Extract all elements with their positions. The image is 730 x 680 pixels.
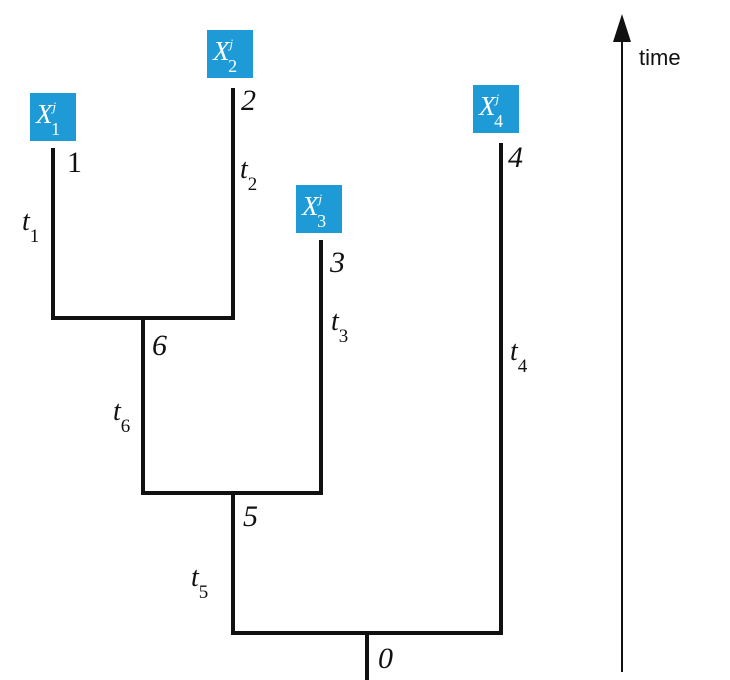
node-label-4: 4	[508, 141, 523, 174]
leaf-var: X	[212, 36, 231, 66]
leaf-subscript: 1	[51, 119, 60, 139]
branch-label-t1: t1	[22, 206, 39, 247]
node-label-0: 0	[378, 642, 393, 675]
leaf-box-1: Xj 1	[30, 93, 76, 141]
leaf-superscript: j	[228, 36, 234, 51]
leaf-subscript: 3	[317, 211, 326, 231]
node-label-1: 1	[67, 146, 82, 179]
time-axis: time	[613, 14, 681, 672]
leaf-superscript: j	[317, 191, 323, 206]
node-label-3: 3	[329, 246, 345, 279]
branch-label-t4: t4	[510, 336, 528, 377]
node-label-2: 2	[241, 84, 256, 117]
svg-text:Xj2: Xj 2	[212, 36, 237, 76]
leaf-var: X	[301, 191, 320, 221]
node-label-6: 6	[152, 329, 167, 362]
leaf-box-2: Xj 2	[207, 30, 253, 78]
leaf-var: X	[478, 91, 497, 121]
time-axis-label: time	[639, 45, 681, 70]
leaf-superscript: j	[51, 99, 57, 114]
leaf-subscript: 2	[228, 56, 237, 76]
leaf-var: X	[35, 99, 54, 129]
leaf-subscript: 4	[494, 111, 503, 131]
branch-label-t6: t6	[113, 396, 130, 437]
branch-label-t5: t5	[191, 562, 208, 603]
branch-label-t3: t3	[331, 306, 348, 347]
time-axis-arrowhead-icon	[613, 14, 631, 42]
leaf-superscript: j	[494, 91, 500, 106]
svg-text:Xj3: Xj 3	[301, 191, 326, 231]
node-label-5: 5	[243, 500, 258, 533]
svg-text:Xj1: Xj 1	[35, 99, 60, 139]
leaf-box-3: Xj 3	[296, 185, 342, 233]
tree-edges	[51, 88, 503, 680]
svg-text:Xj4: Xj 4	[478, 91, 503, 131]
leaf-box-4: Xj 4	[473, 85, 519, 133]
branch-label-t2: t2	[240, 154, 257, 195]
